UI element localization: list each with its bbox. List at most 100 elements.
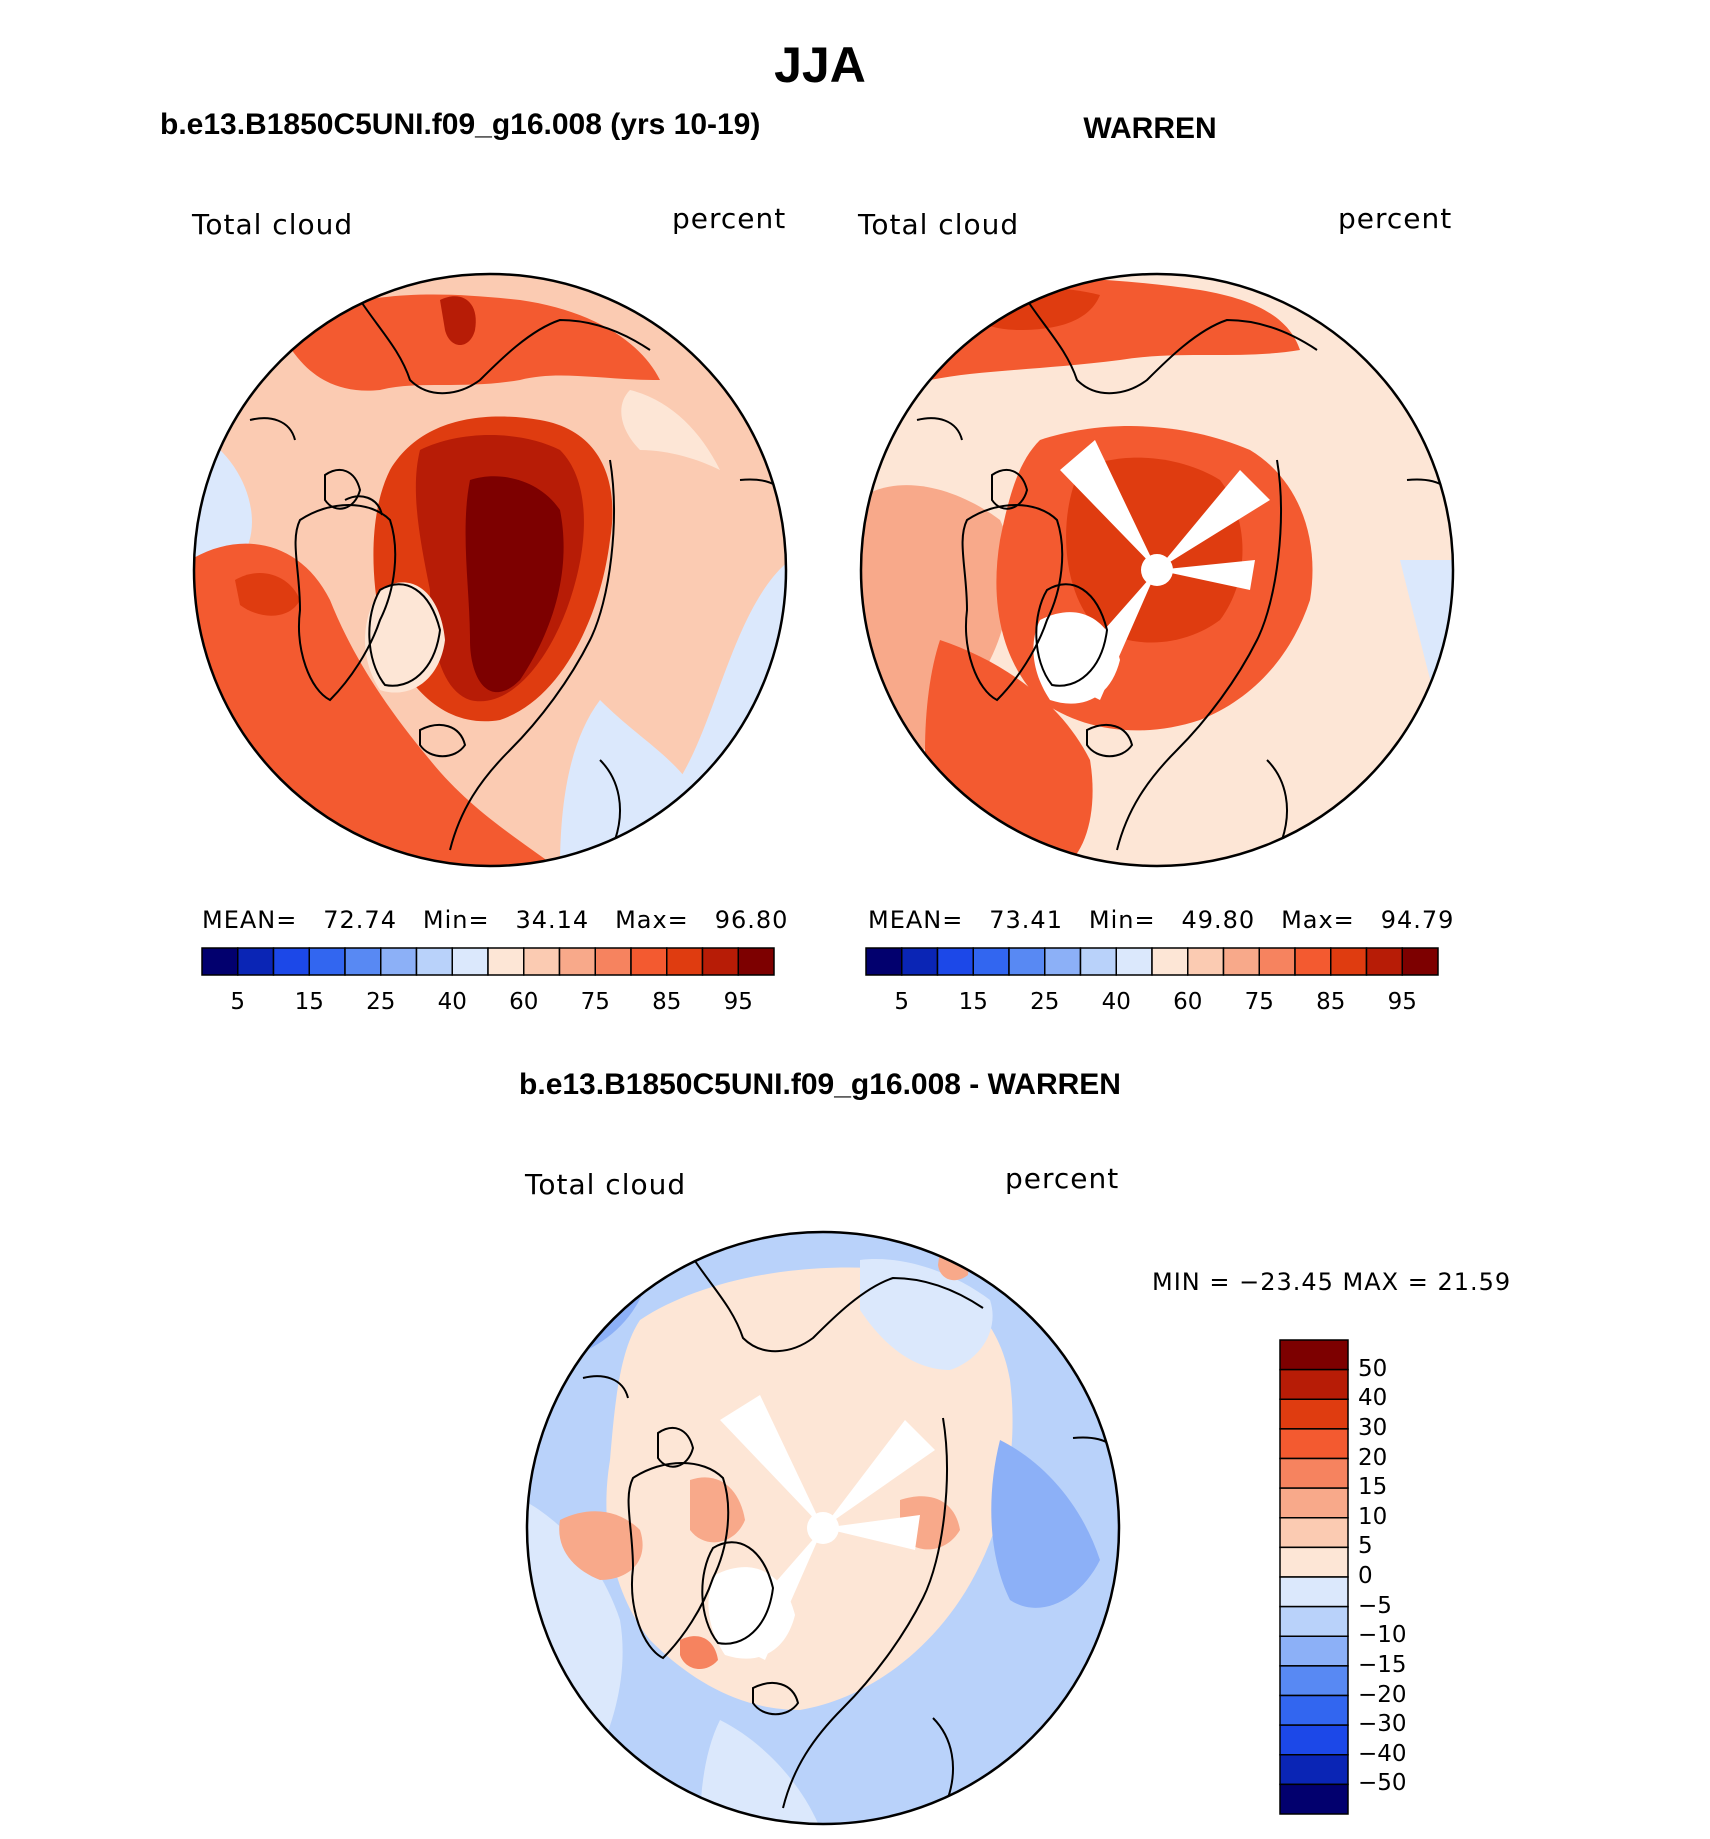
colorbar-tick-label: 30 — [1358, 1414, 1388, 1441]
colorbar-box — [1279, 1605, 1349, 1637]
map-frame — [192, 272, 788, 868]
minmax-difference: MIN = −23.45 MAX = 21.59 — [1152, 1268, 1512, 1296]
colorbar-tick-label: 75 — [1244, 989, 1274, 1015]
colorbar-box — [1294, 947, 1332, 976]
field-region — [235, 572, 300, 616]
field-region — [861, 485, 1011, 770]
max-label: Max= — [615, 906, 689, 934]
field-region — [621, 390, 720, 470]
field-region — [680, 1636, 718, 1670]
colorbar-box — [237, 947, 275, 976]
colorbar-tick-label: −50 — [1358, 1770, 1407, 1797]
colorbar-box — [1401, 947, 1439, 976]
min-value: 34.14 — [515, 906, 590, 934]
units-label-obs: percent — [1338, 202, 1453, 235]
map-obs — [861, 274, 1453, 866]
colorbar-box — [1279, 1457, 1349, 1489]
colorbar-tick-label: 60 — [1173, 989, 1203, 1015]
colorbar-box — [1279, 1546, 1349, 1578]
min-value: 49.80 — [1181, 906, 1256, 934]
colorbar-tick-label: 85 — [1316, 989, 1346, 1015]
max-label: Max= — [1281, 906, 1355, 934]
colorbar-box — [1279, 1517, 1349, 1549]
colorbar-box — [380, 947, 418, 976]
colorbar-tick-label: 15 — [958, 989, 988, 1015]
colorbar-tick-label: 40 — [1358, 1385, 1388, 1412]
colorbar-box — [972, 947, 1010, 976]
map-frame — [525, 1230, 1121, 1826]
variable-label-model: Total cloud — [192, 208, 354, 241]
panel-title-difference: b.e13.B1850C5UNI.f09_g16.008 - WARREN — [519, 1068, 1121, 1101]
colorbar-box — [1279, 1694, 1349, 1726]
colorbar-box — [558, 947, 596, 976]
colorbar-box — [1115, 947, 1153, 976]
colorbar-box — [344, 947, 382, 976]
colorbar-box — [1279, 1339, 1349, 1371]
colorbar-difference — [1279, 1339, 1349, 1815]
colorbar-tick-label: 40 — [1101, 989, 1131, 1015]
mean-value: 73.41 — [989, 906, 1063, 934]
panel-title-obs: WARREN — [1083, 112, 1217, 145]
field-region — [559, 1511, 643, 1580]
colorbar-box — [308, 947, 346, 976]
colorbar-tick-label: 60 — [509, 989, 539, 1015]
field-region — [991, 1440, 1100, 1608]
missing-data — [1033, 612, 1120, 704]
colorbar-tick-label: 75 — [580, 989, 610, 1015]
coastlines — [249, 299, 781, 851]
min-label: Min= — [1088, 906, 1156, 934]
stats-model: MEAN= 72.74 Min= 34.14 Max= 96.80 — [202, 906, 788, 934]
colorbar-box — [1279, 1368, 1349, 1400]
mean-value: 72.74 — [323, 906, 397, 934]
coastlines — [582, 1257, 1114, 1809]
max-value: 96.80 — [714, 906, 789, 934]
colorbar-box — [1222, 947, 1260, 976]
colorbar-tick-label: 25 — [1030, 989, 1060, 1015]
colorbar-box — [1279, 1576, 1349, 1608]
colorbar-box — [1079, 947, 1117, 976]
colorbar-box — [1365, 947, 1403, 976]
colorbar-box — [630, 947, 668, 976]
colorbar-box — [523, 947, 561, 976]
colorbar-tick-label: 25 — [366, 989, 396, 1015]
colorbar-tick-label: 5 — [894, 989, 910, 1015]
colorbar-box — [1151, 947, 1189, 976]
colorbar-tick-label: 5 — [230, 989, 246, 1015]
colorbar-box — [1008, 947, 1046, 976]
colorbar-box — [1279, 1754, 1349, 1786]
colorbar-box — [415, 947, 453, 976]
colorbar-box — [1258, 947, 1296, 976]
field-region — [690, 1477, 745, 1543]
colorbar-box — [936, 947, 974, 976]
map-frame — [859, 272, 1455, 868]
colorbar-tick-label: −20 — [1358, 1681, 1407, 1708]
colorbar-box — [1279, 1398, 1349, 1430]
colorbar-tick-label: 40 — [437, 989, 467, 1015]
colorbar-tick-label: −10 — [1358, 1622, 1407, 1649]
colorbar-box — [1187, 947, 1225, 976]
field-region — [575, 1263, 630, 1304]
colorbar-box — [594, 947, 632, 976]
colorbar-box — [865, 947, 903, 976]
colorbar-box — [666, 947, 704, 976]
units-label-model: percent — [672, 202, 787, 235]
colorbar-tick-label: 85 — [652, 989, 682, 1015]
field-region — [700, 1720, 820, 1824]
colorbar-tick-label: 15 — [1358, 1474, 1388, 1501]
mean-label: MEAN= — [868, 906, 964, 934]
max-value: 94.79 — [1380, 906, 1455, 934]
colorbar-box — [701, 947, 739, 976]
variable-label-difference: Total cloud — [525, 1168, 687, 1201]
variable-label-obs: Total cloud — [858, 208, 1020, 241]
stats-obs: MEAN= 73.41 Min= 49.80 Max= 94.79 — [868, 906, 1454, 934]
pole-hole — [1141, 554, 1173, 586]
field-region — [440, 296, 476, 345]
colorbar-tick-label: 95 — [1387, 989, 1417, 1015]
colorbar-tick-label: −15 — [1358, 1651, 1407, 1678]
field-region — [465, 476, 564, 693]
colorbar-box — [1044, 947, 1082, 976]
colorbar-box — [272, 947, 310, 976]
map-model — [194, 274, 786, 866]
pole-hole — [807, 1512, 839, 1544]
